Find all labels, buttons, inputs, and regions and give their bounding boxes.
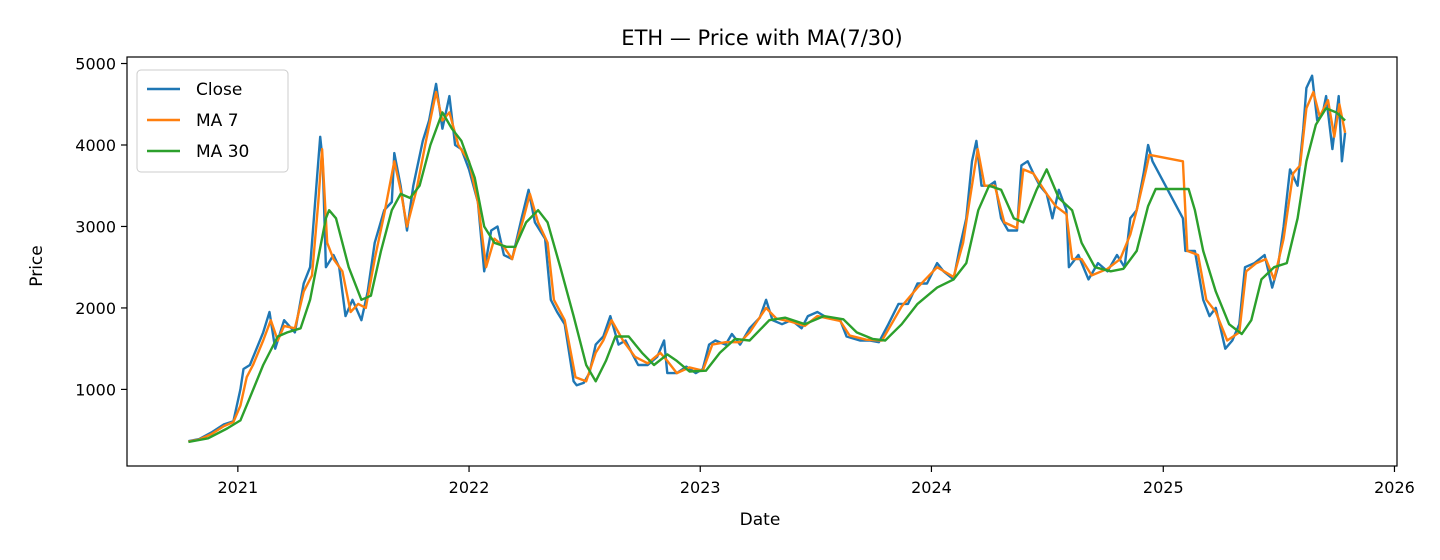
y-tick-label: 2000	[75, 299, 116, 318]
series-line-close	[188, 74, 1347, 443]
x-tick-label: 2021	[217, 478, 258, 497]
y-tick-label: 3000	[75, 217, 116, 236]
x-tick-label: 2024	[911, 478, 952, 497]
chart-title: ETH — Price with MA(7/30)	[621, 26, 902, 50]
plot-frame	[126, 56, 1398, 467]
legend-box	[136, 69, 289, 173]
y-tick-label: 1000	[75, 380, 116, 399]
legend: Close MA 7 MA 30	[136, 69, 289, 173]
series-line-ma-7	[188, 90, 1347, 443]
series-line-ma-30	[188, 107, 1346, 444]
y-tick-label: 5000	[75, 55, 116, 74]
legend-label: Close	[196, 80, 242, 100]
x-tick-label: 2022	[449, 478, 490, 497]
series-layer	[188, 74, 1347, 444]
y-tick-label: 4000	[75, 136, 116, 155]
legend-label: MA 7	[196, 111, 239, 131]
x-axis: 2021 2022 2023 2024 2025 2026	[217, 466, 1415, 497]
y-axis: 1000 2000 3000 4000 5000	[75, 55, 127, 399]
x-tick-label: 2023	[680, 478, 721, 497]
x-tick-label: 2025	[1143, 478, 1184, 497]
x-axis-label: Date	[740, 510, 781, 530]
x-tick-label: 2026	[1374, 478, 1415, 497]
legend-label: MA 30	[196, 142, 249, 162]
y-axis-label: Price	[27, 245, 47, 286]
